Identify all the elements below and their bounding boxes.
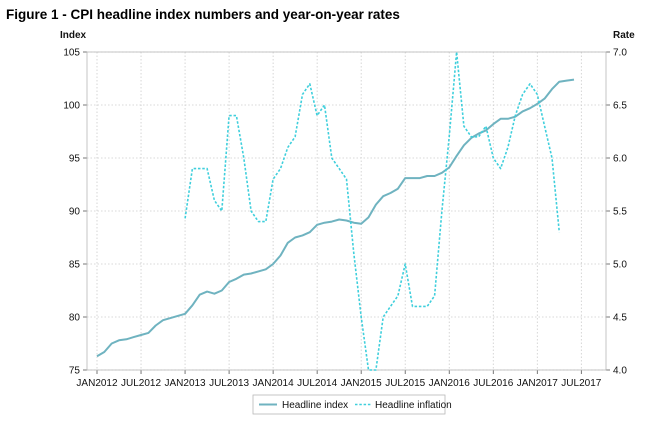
y-right-tick-label: 6.0 <box>613 154 627 165</box>
x-tick-label: JUL2017 <box>561 378 601 389</box>
legend-label-headline-inflation: Headline inflation <box>375 400 452 411</box>
y-right-tick-label: 5.0 <box>613 260 627 271</box>
y-right-tick-label: 7.0 <box>613 48 627 59</box>
x-tick-label: JAN2012 <box>76 378 118 389</box>
grid-layer <box>87 51 606 371</box>
y-right-tick-label: 5.5 <box>613 207 627 218</box>
x-tick-label: JUL2012 <box>121 378 161 389</box>
y-left-tick-label: 80 <box>69 313 81 324</box>
series-layer <box>96 51 575 371</box>
y-left-tick-label: 105 <box>63 48 80 59</box>
x-tick-label: JAN2015 <box>341 378 383 389</box>
y-left-tick-label: 75 <box>69 366 81 377</box>
x-tick-label: JUL2013 <box>209 378 249 389</box>
y-right-tick-label: 4.0 <box>613 366 627 377</box>
x-tick-label: JUL2016 <box>473 378 513 389</box>
legend-box <box>252 394 446 415</box>
plot-frame <box>86 51 607 371</box>
y-right-tick-label: 4.5 <box>613 313 627 324</box>
chart-title: Figure 1 - CPI headline index numbers an… <box>6 7 400 22</box>
axes-layer: 75 80 85 90 95 100 105 4.0 4.5 5.0 5.5 6.0 6.5 7.0 JAN… <box>60 30 635 389</box>
y-right-tick-label: 6.5 <box>613 101 627 112</box>
y-left-tick-label: 100 <box>63 101 80 112</box>
x-tick-label: JAN2014 <box>253 378 295 389</box>
x-tick-label: JUL2014 <box>297 378 337 389</box>
x-tick-label: JAN2016 <box>429 378 471 389</box>
x-tick-label: JUL2015 <box>385 378 425 389</box>
y-left-tick-label: 90 <box>69 207 81 218</box>
y-left-tick-label: 85 <box>69 260 81 271</box>
y-left-axis-title: Index <box>60 30 87 41</box>
x-tick-label: JAN2017 <box>517 378 559 389</box>
headline-index-line <box>96 78 575 358</box>
legend: Headline index Headline inflation <box>252 394 452 415</box>
x-tick-label: JAN2013 <box>164 378 206 389</box>
y-right-axis-title: Rate <box>613 30 635 41</box>
y-left-tick-label: 95 <box>69 154 81 165</box>
legend-label-headline-index: Headline index <box>282 400 348 411</box>
